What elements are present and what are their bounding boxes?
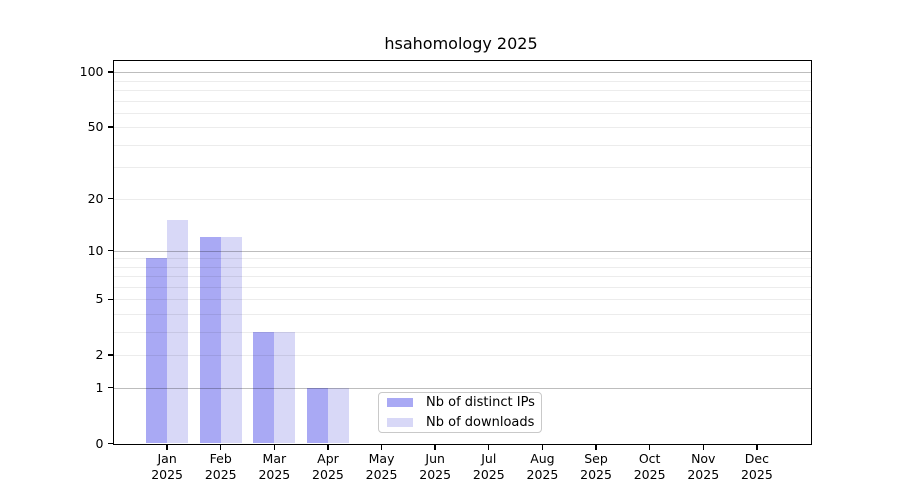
x-tick (220, 445, 222, 450)
x-tick (541, 445, 544, 450)
bar-nb-of-downloads-feb (220, 237, 242, 444)
gridline-minor (113, 80, 811, 82)
bar-nb-of-distinct-ips-jan (146, 258, 168, 444)
x-tick (327, 445, 329, 450)
x-tick (702, 445, 704, 450)
x-tick (434, 445, 436, 450)
gridline-minor (113, 89, 811, 91)
x-tick-label: Feb 2025 (204, 451, 237, 482)
y-tick (108, 197, 113, 200)
gridline-minor (113, 127, 811, 129)
bar-nb-of-downloads-mar (274, 331, 296, 444)
y-tick-label: 1 (95, 379, 104, 395)
x-tick-label: Aug 2025 (526, 451, 559, 482)
y-tick-label: 0 (95, 435, 104, 451)
x-tick-label: Apr 2025 (312, 451, 344, 482)
y-tick (108, 442, 113, 445)
x-tick (595, 445, 597, 450)
legend-item-distinct-ips: Nb of distinct IPs (387, 394, 541, 411)
y-tick (108, 126, 113, 128)
bar-nb-of-distinct-ips-apr (306, 387, 328, 444)
bar-nb-of-distinct-ips-mar (253, 331, 275, 444)
y-tick-label: 10 (87, 242, 104, 258)
y-tick-label: 50 (87, 119, 104, 135)
legend-swatch-distinct-ips (387, 397, 413, 408)
y-tick-label: 5 (95, 291, 104, 307)
gridline-major (113, 72, 811, 74)
legend-label-downloads: Nb of downloads (426, 415, 535, 430)
gridline-minor (113, 100, 811, 102)
gridline-minor (113, 198, 811, 200)
y-tick (108, 387, 113, 389)
legend-swatch-downloads (387, 417, 413, 428)
x-tick-label: Jun 2025 (419, 451, 452, 482)
x-tick (273, 445, 276, 450)
x-tick (166, 445, 168, 450)
x-tick-label: Jul 2025 (472, 451, 505, 482)
bar-nb-of-distinct-ips-feb (199, 237, 221, 444)
x-tick-label: Sep 2025 (580, 451, 612, 482)
x-tick (648, 445, 651, 450)
gridline-minor (113, 144, 811, 146)
chart-title: hsahomology 2025 (384, 34, 538, 53)
x-tick (756, 445, 758, 450)
x-tick-label: Nov 2025 (687, 451, 720, 482)
legend-item-downloads: Nb of downloads (387, 414, 541, 431)
x-tick (380, 445, 383, 450)
y-tick (108, 298, 113, 301)
y-tick-label: 100 (79, 64, 104, 80)
bar-nb-of-downloads-jan (167, 220, 189, 444)
legend-label-distinct-ips: Nb of distinct IPs (426, 395, 535, 410)
y-tick-label: 20 (87, 190, 104, 206)
x-tick-label: May 2025 (365, 451, 398, 482)
gridline-minor (113, 112, 811, 114)
x-tick-label: Mar 2025 (258, 451, 291, 482)
x-tick-label: Jan 2025 (151, 451, 184, 482)
y-tick (108, 354, 113, 356)
gridline-minor (113, 167, 811, 169)
bar-nb-of-downloads-apr (327, 387, 349, 444)
x-tick-label: Dec 2025 (740, 451, 773, 482)
y-tick (108, 71, 113, 73)
x-tick-label: Oct 2025 (633, 451, 666, 482)
y-tick-label: 2 (95, 347, 104, 363)
plot-area: 0 1 2 5 10 20 50 100 Jan 2025 Feb 2025 Mar 2025 Apr… (80, 60, 812, 482)
x-tick (488, 445, 490, 450)
legend: Nb of distinct IPs Nb of downloads (378, 392, 542, 433)
y-tick (108, 249, 113, 252)
